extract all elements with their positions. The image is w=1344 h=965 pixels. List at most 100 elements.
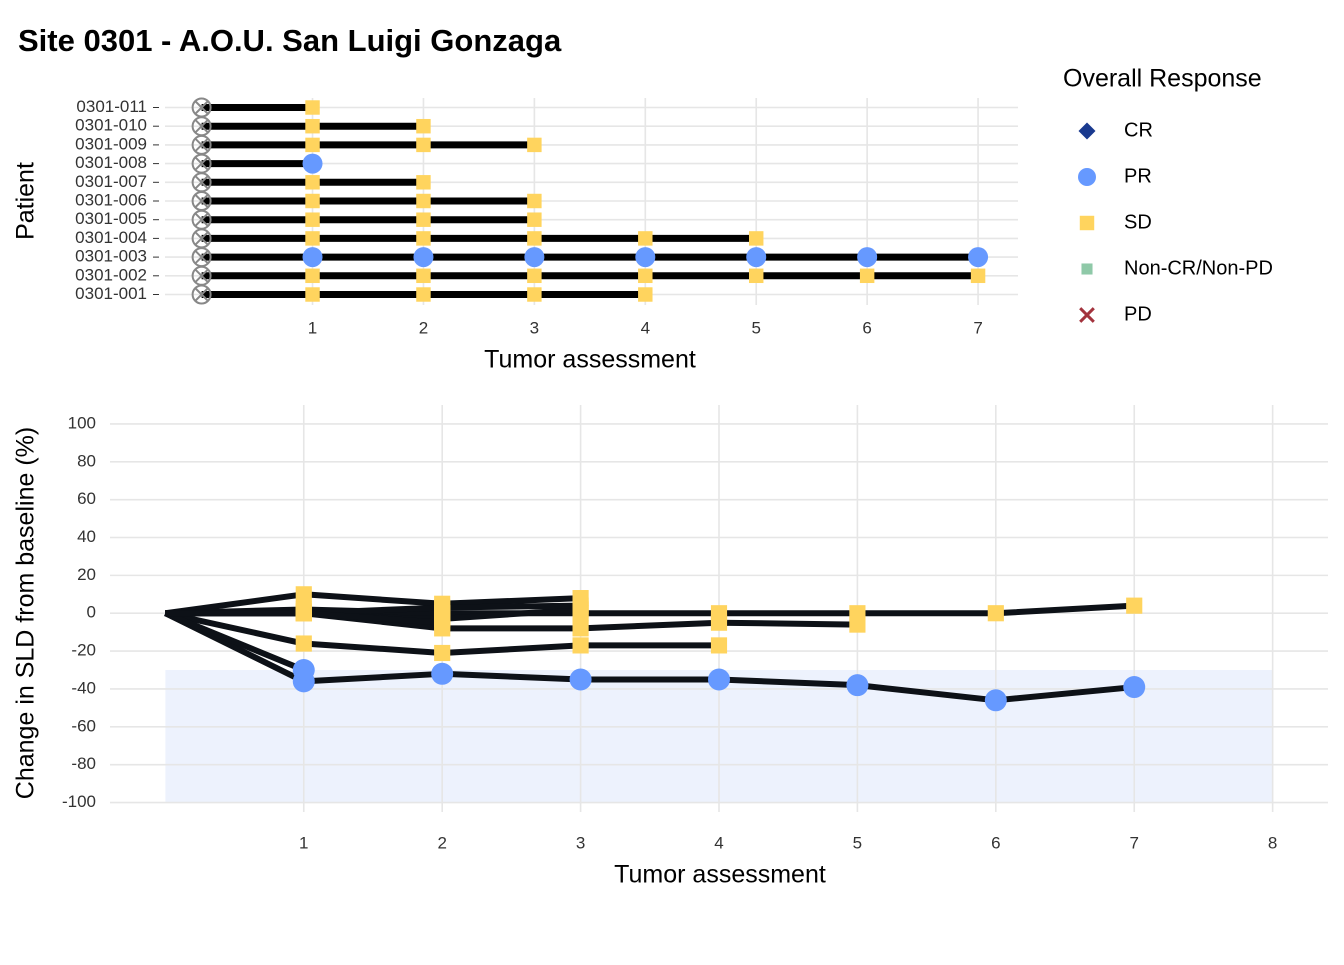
y-tick-label: 0301-001: [75, 284, 147, 303]
marker: [292, 659, 315, 682]
marker: [305, 137, 320, 153]
marker: [416, 137, 431, 153]
marker: [638, 231, 653, 246]
marker: [305, 175, 320, 190]
marker: [434, 644, 451, 662]
x-tick-label: 5: [853, 833, 862, 852]
legend-title: Overall Response: [1063, 65, 1262, 93]
x-tick-label: 6: [862, 318, 871, 337]
y-axis-title: Patient: [12, 162, 40, 240]
y-tick-label: 0301-011: [76, 97, 147, 116]
x-tick-label: 7: [1129, 833, 1138, 852]
y-tick-label: 0301-003: [75, 247, 147, 266]
y-tick-label: 0301-008: [75, 153, 147, 172]
y-tick-label: 40: [77, 527, 96, 546]
x-tick-label: 5: [751, 318, 760, 337]
x-tick-label: 4: [641, 318, 650, 337]
y-tick-label: 0: [87, 603, 96, 622]
y-tick-label: 80: [77, 451, 96, 470]
baseline-marker: [194, 212, 209, 227]
baseline-marker: [191, 97, 212, 118]
series-line: [164, 610, 1135, 704]
y-tick-label: -80: [71, 754, 96, 773]
x-tick-label: 1: [299, 833, 308, 852]
x-tick-label: 3: [530, 318, 539, 337]
y-tick-label: 0301-010: [75, 116, 147, 135]
series-line: [164, 610, 305, 673]
marker: [416, 175, 431, 190]
y-tick-label: -40: [71, 678, 96, 697]
marker: [416, 268, 431, 284]
marker: [527, 287, 542, 302]
baseline-marker: [194, 269, 209, 283]
y-tick-label: 20: [77, 565, 96, 584]
legend-label: PR: [1124, 165, 1152, 187]
marker: [710, 637, 728, 654]
marker: [1123, 676, 1146, 699]
marker: [970, 268, 986, 284]
marker: [572, 637, 589, 654]
marker: [984, 689, 1007, 712]
marker: [748, 231, 764, 246]
baseline-marker: [194, 156, 209, 171]
marker: [527, 193, 542, 209]
marker: [1078, 122, 1096, 140]
marker: [305, 100, 320, 115]
marker: [527, 137, 542, 153]
baseline-marker: [194, 100, 209, 115]
marker: [416, 212, 431, 227]
y-tick-label: -60: [71, 716, 96, 735]
marker: [527, 231, 542, 246]
marker: [431, 662, 454, 685]
x-tick-label: 3: [576, 833, 585, 852]
y-tick-label: 100: [68, 413, 96, 432]
y-tick-label: 0301-002: [75, 265, 147, 284]
x-axis-title: Tumor assessment: [614, 861, 826, 889]
figure-title: Site 0301 - A.O.U. San Luigi Gonzaga: [18, 23, 562, 58]
marker: [434, 599, 451, 616]
marker: [859, 268, 875, 284]
baseline-marker: [194, 287, 209, 302]
marker: [305, 193, 320, 209]
y-tick-label: -20: [71, 641, 96, 660]
y-tick-label: 0301-004: [75, 228, 147, 247]
y-axis-title: Change in SLD from baseline (%): [12, 427, 40, 799]
marker: [746, 247, 767, 268]
marker: [305, 212, 320, 227]
x-tick-label: 7: [973, 318, 982, 337]
marker: [527, 212, 542, 227]
legend-label: Non-CR/Non-PD: [1124, 257, 1273, 279]
marker: [305, 287, 320, 302]
marker: [434, 614, 451, 631]
marker: [295, 586, 312, 603]
x-tick-label: 6: [991, 833, 1000, 852]
y-tick-label: 0301-009: [75, 134, 147, 153]
marker: [305, 231, 320, 246]
legend-label: CR: [1124, 119, 1153, 141]
marker: [1079, 307, 1095, 323]
marker: [857, 247, 878, 268]
marker: [572, 597, 589, 614]
y-tick-label: 0301-005: [75, 209, 147, 228]
marker: [968, 247, 989, 268]
baseline-marker: [194, 231, 209, 246]
marker: [635, 247, 656, 268]
marker: [524, 247, 545, 268]
baseline-marker: [194, 119, 209, 133]
marker: [1126, 597, 1143, 614]
marker: [416, 287, 431, 302]
y-tick-label: 0301-006: [75, 190, 147, 209]
marker: [1081, 263, 1093, 275]
marker: [1079, 215, 1095, 231]
marker: [638, 287, 653, 302]
baseline-marker: [194, 175, 209, 190]
marker: [748, 268, 764, 284]
x-axis-title: Tumor assessment: [484, 346, 696, 374]
marker: [846, 674, 869, 697]
y-tick-label: 0301-007: [75, 172, 147, 191]
marker: [416, 231, 431, 246]
x-tick-label: 2: [419, 318, 428, 337]
marker: [569, 668, 592, 691]
x-tick-label: 1: [308, 318, 317, 337]
marker: [710, 614, 728, 631]
